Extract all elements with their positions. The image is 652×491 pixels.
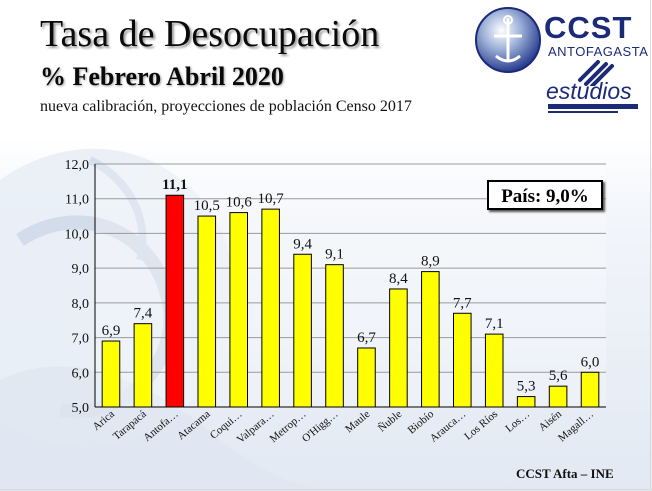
y-tick-label: 5,0	[72, 401, 90, 416]
bar-layer	[101, 194, 600, 408]
y-tick-label: 11,0	[65, 193, 89, 208]
data-label-9: 8,4	[389, 271, 408, 287]
data-label-14: 5,6	[549, 368, 568, 384]
bar-6	[293, 253, 312, 408]
data-label-7: 9,1	[325, 247, 344, 263]
data-label-12: 7,1	[485, 316, 504, 332]
bar-11	[452, 312, 472, 408]
page-note: nueva calibración, proyecciones de pobla…	[40, 98, 412, 115]
bar-0	[101, 340, 121, 408]
data-label-3: 10,5	[194, 198, 220, 214]
bar-15	[580, 371, 600, 408]
data-label-2: 11,1	[162, 177, 187, 193]
logo-underline	[548, 104, 638, 109]
bar-3	[197, 215, 217, 408]
bar-12	[484, 333, 504, 408]
bar-7	[325, 264, 344, 408]
national-rate-badge: País: 9,0%	[487, 180, 603, 210]
bar-4	[229, 212, 249, 408]
logo-unit: estudios	[546, 78, 632, 104]
data-label-15: 6,0	[581, 354, 600, 370]
y-tick-label: 10,0	[65, 227, 90, 242]
bar-14	[548, 385, 568, 408]
estudios-emblem-icon	[578, 60, 614, 86]
logo-city: ANTOFAGASTA	[548, 44, 649, 59]
logo-name: CCST	[544, 10, 633, 45]
page-subtitle: % Febrero Abril 2020	[40, 62, 284, 91]
y-tick-label: 7,0	[72, 332, 90, 347]
bar-8	[357, 347, 376, 408]
bar-9	[389, 288, 408, 408]
y-tick-label: 12,0	[65, 158, 90, 173]
data-label-6: 9,4	[293, 236, 312, 252]
page-title: Tasa de Desocupación	[40, 13, 380, 55]
logo-underline-thin	[548, 111, 618, 113]
bar-10	[421, 271, 440, 408]
y-tick-label: 8,0	[72, 297, 90, 312]
bar-2	[165, 194, 185, 408]
data-label-11: 7,7	[453, 295, 472, 311]
data-label-0: 6,9	[102, 323, 121, 339]
data-label-5: 10,7	[258, 191, 285, 207]
data-label-4: 10,6	[226, 195, 253, 211]
y-tick-label: 6,0	[72, 366, 90, 381]
source-note: CCST Afta – INE	[516, 466, 614, 481]
bar-5	[261, 208, 280, 408]
data-label-13: 5,3	[517, 379, 536, 395]
label-layer: 6,9 7,4 11,1 10,5 10,6 10,7 9,4 9,1 6,7 8,4 8,9 7,7…	[102, 177, 600, 394]
bar-13	[516, 396, 536, 408]
ccst-emblem-icon	[475, 7, 541, 73]
data-label-10: 8,9	[421, 254, 440, 270]
y-tick-label: 9,0	[72, 262, 90, 277]
bar-1	[133, 323, 153, 408]
data-label-1: 7,4	[134, 306, 153, 322]
data-label-8: 6,7	[357, 330, 376, 346]
